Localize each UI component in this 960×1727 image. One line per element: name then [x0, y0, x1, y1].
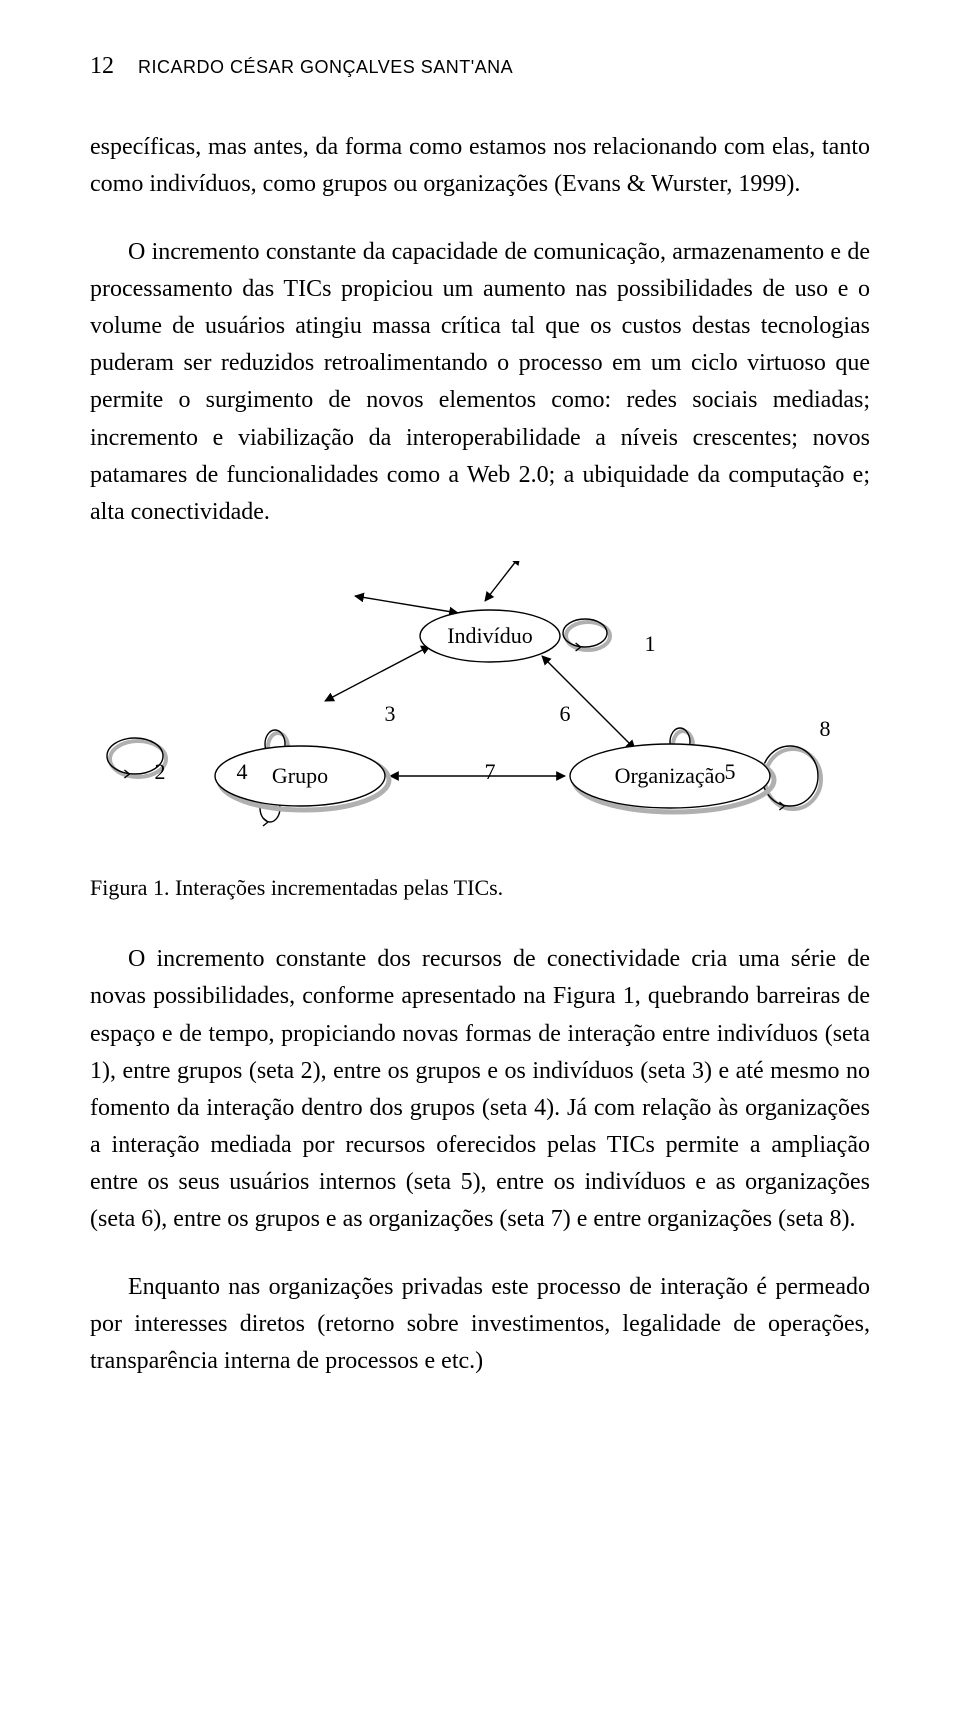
figure-1-caption: Figura 1. Interações incrementadas pelas…	[90, 871, 870, 905]
svg-text:3: 3	[385, 701, 396, 726]
paragraph-4: Enquanto nas organizações privadas este …	[90, 1269, 870, 1381]
paragraph-3: O incremento constante dos recursos de c…	[90, 941, 870, 1239]
svg-text:8: 8	[820, 716, 831, 741]
svg-text:1: 1	[645, 631, 656, 656]
svg-text:7: 7	[485, 759, 496, 784]
figure-1-diagram: Indivíduo Grupo Organização 1 2 3 4 5 6 7 8	[90, 561, 870, 861]
svg-text:2: 2	[155, 759, 166, 784]
paragraph-1: específicas, mas antes, da forma como es…	[90, 129, 870, 203]
svg-text:5: 5	[725, 759, 736, 784]
diagram-svg: Indivíduo Grupo Organização 1 2 3 4 5 6 7 8	[90, 561, 870, 861]
author-name: RICARDO CÉSAR GONÇALVES SANT'ANA	[138, 54, 513, 82]
svg-text:6: 6	[560, 701, 571, 726]
svg-text:4: 4	[237, 759, 248, 784]
page-header: 12 RICARDO CÉSAR GONÇALVES SANT'ANA	[90, 48, 870, 85]
svg-text:Grupo: Grupo	[272, 763, 328, 788]
svg-text:Indivíduo: Indivíduo	[447, 623, 533, 648]
page-number: 12	[90, 48, 114, 85]
paragraph-2: O incremento constante da capacidade de …	[90, 234, 870, 532]
svg-text:Organização: Organização	[615, 763, 726, 788]
